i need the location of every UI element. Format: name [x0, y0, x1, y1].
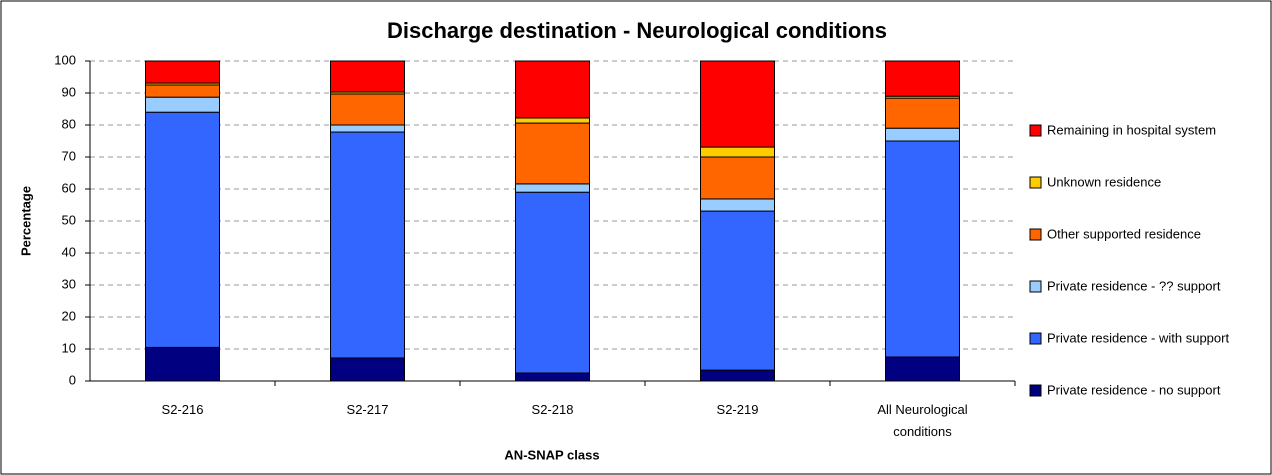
bar-segment [700, 210, 775, 371]
legend-label: Private residence - with support [1047, 330, 1229, 345]
legend-swatch [1029, 176, 1042, 189]
bar-segment [330, 124, 405, 133]
x-tick-label: All Neurological conditions [877, 402, 968, 439]
bar-segment [700, 60, 775, 148]
y-tick-label: 0 [69, 372, 76, 387]
legend-swatch [1029, 228, 1042, 241]
legend-label: Private residence - ?? support [1047, 278, 1221, 293]
x-axis-label: AN-SNAP class [504, 447, 599, 462]
legend-swatch [1029, 384, 1042, 397]
y-tick-label: 100 [54, 52, 76, 67]
bar-segment [885, 356, 960, 382]
chart-title: Discharge destination - Neurological con… [387, 18, 887, 43]
bar-segment [515, 117, 590, 124]
x-tick-label: S2-216 [161, 402, 204, 417]
bar-segment [885, 140, 960, 358]
bar-segment [145, 60, 220, 84]
bar-segment [700, 146, 775, 158]
bar-segment [145, 346, 220, 382]
y-tick-label: 80 [62, 116, 76, 131]
legend-label: Remaining in hospital system [1047, 122, 1216, 137]
bar-segment [515, 60, 590, 119]
legend-swatch [1029, 332, 1042, 345]
bar-segment [330, 93, 405, 126]
y-axis-label: Percentage [18, 186, 33, 256]
bar-segment [700, 198, 775, 212]
bar-segment [885, 127, 960, 142]
bar-segment [515, 191, 590, 374]
y-tick-label: 50 [62, 212, 76, 227]
x-tick-label: S2-219 [716, 402, 759, 417]
y-tick-label: 20 [62, 308, 76, 323]
y-tick-label: 60 [62, 180, 76, 195]
bar-segment [515, 372, 590, 382]
x-tick-label: S2-218 [531, 402, 574, 417]
bar-segment [330, 357, 405, 382]
y-tick-label: 90 [62, 84, 76, 99]
bar-segment [145, 96, 220, 113]
legend-label: Unknown residence [1047, 174, 1161, 189]
bar-segment [885, 97, 960, 129]
bar-segment [330, 131, 405, 359]
y-tick-label: 70 [62, 148, 76, 163]
bar-segment [700, 156, 775, 200]
bar-segment [145, 84, 220, 98]
y-tick-label: 10 [62, 340, 76, 355]
legend-swatch [1029, 124, 1042, 137]
legend-label: Other supported residence [1047, 226, 1201, 241]
y-tick-label: 30 [62, 276, 76, 291]
legend-label: Private residence - no support [1047, 382, 1221, 397]
legend-swatch [1029, 280, 1042, 293]
bar-segment [515, 122, 590, 185]
bar-segment [885, 60, 960, 97]
x-tick-label: S2-217 [346, 402, 389, 417]
bar-segment [515, 183, 590, 193]
bar-segment [145, 111, 220, 348]
bar-segment [330, 60, 405, 93]
y-tick-label: 40 [62, 244, 76, 259]
bar-segment [700, 369, 775, 382]
